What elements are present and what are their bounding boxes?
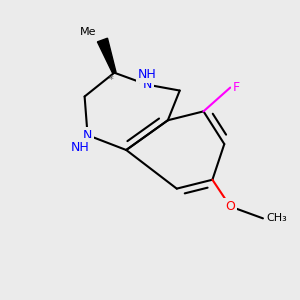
Polygon shape	[98, 38, 116, 73]
Text: *: *	[109, 75, 114, 85]
Text: NH: NH	[71, 140, 89, 154]
Text: N: N	[83, 129, 92, 142]
Text: CH₃: CH₃	[266, 213, 287, 224]
Text: N: N	[142, 78, 152, 91]
Text: F: F	[233, 81, 240, 94]
Text: Me: Me	[80, 27, 97, 37]
Text: O: O	[225, 200, 235, 213]
Text: NH: NH	[138, 68, 156, 81]
